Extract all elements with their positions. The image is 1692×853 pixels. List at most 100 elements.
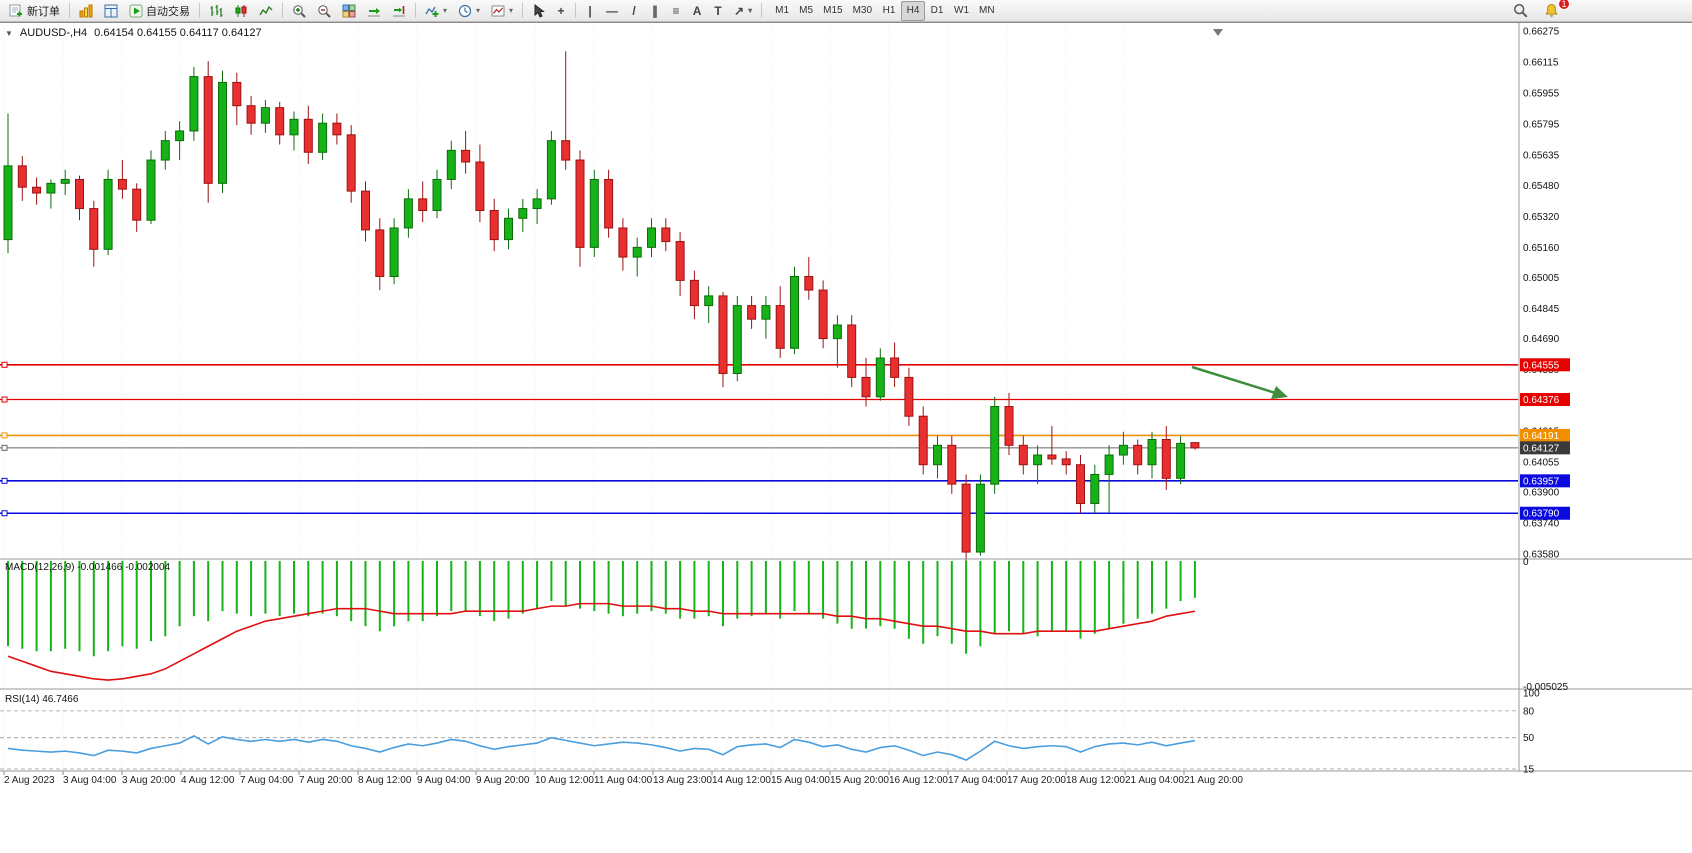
chart-shift-icon: [393, 5, 405, 16]
notification-badge[interactable]: 1: [1558, 0, 1570, 10]
bar-chart-mode-icon: [210, 4, 223, 17]
arrows-dropdown-caret[interactable]: ▾: [748, 6, 753, 15]
svg-text:21 Aug 20:00: 21 Aug 20:00: [1184, 775, 1243, 786]
timeframe-button-m5[interactable]: M5: [794, 1, 818, 21]
svg-text:4 Aug 12:00: 4 Aug 12:00: [181, 775, 235, 786]
periods-button[interactable]: ▾: [453, 1, 485, 21]
symbol-period-label: AUDUSD-,H4: [19, 27, 88, 39]
macd-signal-line: [7, 602, 1196, 681]
svg-text:0.63580: 0.63580: [1523, 550, 1560, 561]
svg-text:16 Aug 12:00: 16 Aug 12:00: [889, 775, 948, 786]
svg-text:0.64845: 0.64845: [1523, 304, 1560, 315]
svg-text:15 Aug 20:00: 15 Aug 20:00: [830, 775, 889, 786]
candlestick-mode-button[interactable]: [229, 1, 253, 21]
hline-handle[interactable]: [1, 444, 8, 451]
line-chart-mode-button[interactable]: [254, 1, 278, 21]
horizontal-line-tool-button[interactable]: —: [601, 1, 623, 21]
arrows-tool-icon: ↗: [734, 3, 745, 18]
auto-trading-button[interactable]: 自动交易: [124, 1, 195, 21]
toolbar-separator: [415, 3, 416, 18]
text-tool-button[interactable]: A: [687, 1, 707, 21]
timeframe-button-w1[interactable]: W1: [949, 1, 974, 21]
svg-text:14 Aug 12:00: 14 Aug 12:00: [712, 775, 771, 786]
market-watch-button[interactable]: [74, 1, 98, 21]
svg-text:7 Aug 04:00: 7 Aug 04:00: [240, 775, 294, 786]
auto-scroll-icon: [368, 7, 380, 16]
data-window-button[interactable]: [99, 1, 123, 21]
svg-text:0.63790: 0.63790: [1523, 509, 1560, 520]
indicators-dropdown-caret[interactable]: ▾: [443, 6, 448, 15]
trend-arrow-annotation[interactable]: [1191, 365, 1288, 399]
text-label-tool-button[interactable]: T: [708, 1, 728, 21]
horizontal-lines: [0, 361, 1518, 517]
chart-canvas[interactable]: 2 Aug 2023 3 Aug 04:00 3 Aug 20:00 4 Aug 12…: [0, 23, 1692, 853]
zoom-in-button[interactable]: [287, 1, 311, 21]
cursor-tool-button[interactable]: [527, 1, 550, 21]
hline-handle[interactable]: [1, 396, 8, 403]
timeframe-button-m15[interactable]: M15: [818, 1, 847, 21]
tile-windows-button[interactable]: [337, 1, 361, 21]
svg-text:0.64376: 0.64376: [1523, 395, 1560, 406]
timeframe-button-m1[interactable]: M1: [770, 1, 794, 21]
svg-text:0.66115: 0.66115: [1523, 58, 1559, 69]
price-badge-0.63790: 0.63790: [1520, 506, 1570, 520]
data-window-icon: [104, 4, 118, 17]
new-order-button[interactable]: 新订单: [4, 1, 65, 21]
timeframe-button-d1[interactable]: D1: [925, 1, 949, 21]
vertical-line-tool-button[interactable]: |: [580, 1, 600, 21]
search-button[interactable]: [1508, 1, 1533, 21]
toolbar-separator: [282, 3, 283, 18]
hline-handle[interactable]: [1, 477, 8, 484]
svg-text:0.65795: 0.65795: [1523, 120, 1560, 131]
macd-indicator-label: MACD(12,26,9) -0.001466 -0.002004: [5, 562, 171, 573]
trendline-tool-button[interactable]: /: [624, 1, 644, 21]
timeframe-button-h1[interactable]: H1: [877, 1, 901, 21]
fibonacci-tool-button[interactable]: ≡: [666, 1, 686, 21]
bell-icon: [1545, 3, 1558, 17]
periods-dropdown-caret[interactable]: ▾: [476, 6, 481, 15]
channel-tool-button[interactable]: ∥: [645, 1, 665, 21]
templates-dropdown-caret[interactable]: ▾: [509, 6, 514, 15]
symbol-dropdown-icon[interactable]: ▼: [5, 28, 13, 38]
fibonacci-icon: ≡: [672, 3, 680, 18]
toolbar-separator: [69, 3, 70, 18]
time-gridlines: [3, 25, 1185, 771]
text-tool-icon: A: [692, 3, 702, 18]
bar-chart-mode-button[interactable]: [204, 1, 228, 21]
notifications-button[interactable]: [1539, 1, 1564, 21]
new-order-icon: [9, 4, 22, 17]
svg-text:0: 0: [1523, 557, 1529, 568]
crosshair-icon: +: [557, 3, 565, 18]
svg-text:0.64191: 0.64191: [1523, 431, 1560, 442]
hline-handle[interactable]: [1, 361, 8, 368]
zoom-out-button[interactable]: [312, 1, 336, 21]
timeframe-button-h4[interactable]: H4: [901, 0, 926, 21]
toolbar-right-group: 1: [1508, 0, 1570, 21]
svg-text:9 Aug 20:00: 9 Aug 20:00: [476, 775, 530, 786]
crosshair-tool-button[interactable]: +: [551, 1, 571, 21]
timeframe-button-mn[interactable]: MN: [974, 1, 1000, 21]
svg-text:0.65635: 0.65635: [1523, 151, 1560, 162]
rsi-pane: [0, 710, 1518, 770]
templates-button[interactable]: ▾: [486, 1, 518, 21]
hline-handle[interactable]: [1, 432, 8, 439]
auto-scroll-button[interactable]: [362, 1, 386, 21]
arrows-tool-button[interactable]: ↗ ▾: [729, 1, 757, 21]
svg-text:0.65320: 0.65320: [1523, 212, 1560, 223]
rsi-line: [7, 735, 1196, 761]
indicators-icon: [425, 6, 439, 17]
price-badge-0.64191: 0.64191: [1520, 428, 1570, 442]
zoom-out-icon: [318, 4, 331, 18]
time-axis[interactable]: 2 Aug 2023 3 Aug 04:00 3 Aug 20:00 4 Aug 12…: [3, 771, 1243, 786]
indicators-button[interactable]: ▾: [420, 1, 452, 21]
hline-handle[interactable]: [1, 510, 8, 517]
toolbar-separator: [199, 3, 200, 18]
svg-text:8 Aug 12:00: 8 Aug 12:00: [358, 775, 412, 786]
channel-icon: ∥: [652, 3, 659, 18]
svg-text:0.64055: 0.64055: [1523, 457, 1560, 468]
chart-shift-marker[interactable]: [1213, 29, 1223, 36]
svg-text:15 Aug 04:00: 15 Aug 04:00: [771, 775, 830, 786]
chart-shift-button[interactable]: [387, 1, 411, 21]
templates-icon: [491, 5, 505, 16]
timeframe-button-m30[interactable]: M30: [848, 1, 877, 21]
